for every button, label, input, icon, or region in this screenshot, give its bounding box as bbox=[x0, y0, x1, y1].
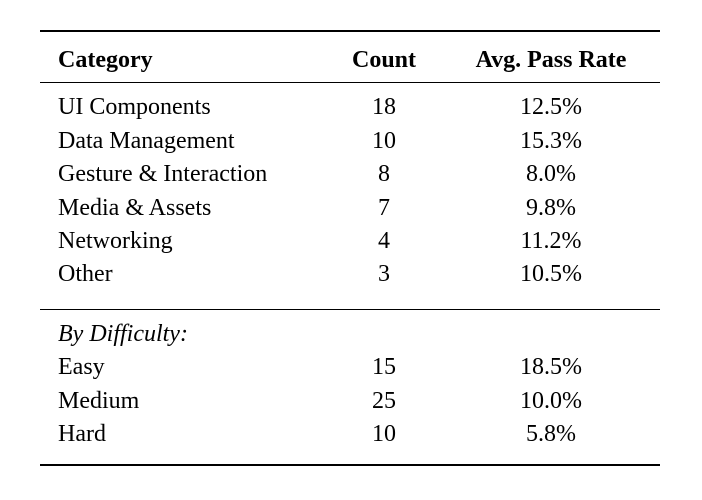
summary-table: Category Count Avg. Pass Rate UI Compone… bbox=[40, 30, 660, 467]
count-cell: 8 bbox=[378, 161, 390, 188]
empty-cell bbox=[326, 309, 442, 351]
table-row: Hard 10 5.8% bbox=[40, 418, 660, 465]
table-row: Other 3 10.5% bbox=[40, 258, 660, 309]
pass-rate-cell: 11.2% bbox=[520, 228, 582, 255]
pass-rate-cell: 10.5% bbox=[520, 261, 582, 288]
column-header-pass-rate: Avg. Pass Rate bbox=[475, 47, 627, 73]
category-cell: Media & Assets bbox=[58, 194, 212, 221]
table-row: Media & Assets 7 9.8% bbox=[40, 192, 660, 225]
pass-rate-cell: 10.0% bbox=[520, 387, 582, 414]
count-cell: 4 bbox=[378, 228, 390, 255]
empty-cell bbox=[442, 309, 660, 351]
category-cell: Networking bbox=[58, 228, 173, 255]
column-header-category: Category bbox=[58, 47, 153, 73]
count-cell: 15 bbox=[372, 354, 396, 381]
category-cell: UI Components bbox=[58, 94, 211, 121]
count-cell: 25 bbox=[372, 387, 396, 414]
category-cell: Gesture & Interaction bbox=[58, 161, 268, 188]
pass-rate-cell: 9.8% bbox=[526, 194, 576, 221]
section-label-row: By Difficulty: bbox=[40, 309, 660, 351]
pass-rate-cell: 15.3% bbox=[520, 127, 582, 154]
column-header-count: Count bbox=[351, 47, 417, 73]
count-cell: 3 bbox=[378, 261, 390, 288]
table-row: Gesture & Interaction 8 8.0% bbox=[40, 158, 660, 191]
table-row: Networking 4 11.2% bbox=[40, 225, 660, 258]
table-row: Easy 15 18.5% bbox=[40, 351, 660, 384]
count-cell: 7 bbox=[378, 194, 390, 221]
pass-rate-cell: 12.5% bbox=[520, 94, 582, 121]
pass-rate-cell: 5.8% bbox=[526, 421, 576, 448]
table-row: Medium 25 10.0% bbox=[40, 385, 660, 418]
category-cell: Medium bbox=[58, 387, 140, 414]
count-cell: 10 bbox=[372, 421, 396, 448]
category-cell: Hard bbox=[58, 421, 106, 448]
pass-rate-cell: 18.5% bbox=[520, 354, 582, 381]
category-section: UI Components 18 12.5% Data Management 1… bbox=[40, 83, 660, 310]
category-cell: Other bbox=[58, 261, 113, 288]
count-cell: 18 bbox=[372, 94, 396, 121]
difficulty-section: By Difficulty: Easy 15 18.5% Medium 25 1… bbox=[40, 309, 660, 465]
count-cell: 10 bbox=[372, 127, 396, 154]
section-label: By Difficulty: bbox=[58, 320, 188, 347]
table-row: Data Management 10 15.3% bbox=[40, 125, 660, 158]
category-cell: Data Management bbox=[58, 127, 235, 154]
pass-rate-cell: 8.0% bbox=[526, 161, 576, 188]
table-row: UI Components 18 12.5% bbox=[40, 83, 660, 125]
header-row: Category Count Avg. Pass Rate bbox=[40, 31, 660, 83]
table-header: Category Count Avg. Pass Rate bbox=[40, 31, 660, 83]
category-cell: Easy bbox=[58, 354, 105, 381]
